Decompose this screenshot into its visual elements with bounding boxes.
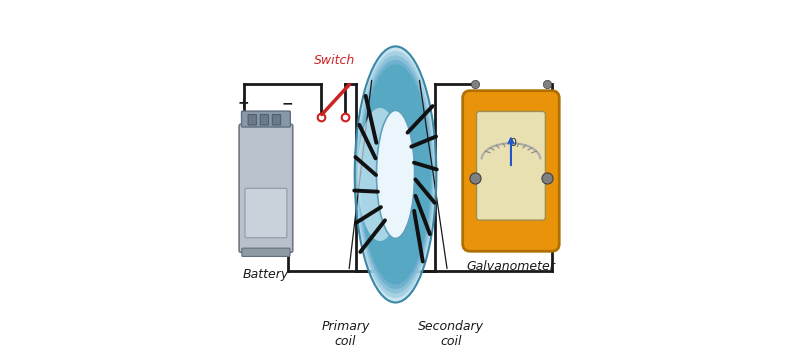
FancyBboxPatch shape [245, 189, 286, 238]
Text: Battery: Battery [243, 268, 289, 281]
FancyBboxPatch shape [272, 115, 281, 125]
FancyBboxPatch shape [248, 115, 257, 125]
Text: Galvanometer: Galvanometer [466, 260, 555, 273]
Ellipse shape [359, 60, 432, 289]
Ellipse shape [377, 110, 415, 239]
Text: +: + [238, 97, 249, 110]
Ellipse shape [356, 51, 435, 298]
Ellipse shape [355, 47, 437, 302]
FancyBboxPatch shape [260, 115, 269, 125]
Text: 0: 0 [509, 138, 516, 148]
Text: Secondary
coil: Secondary coil [418, 320, 484, 348]
Ellipse shape [358, 55, 433, 294]
Text: Switch: Switch [315, 54, 356, 67]
Text: Primary
coil: Primary coil [321, 320, 370, 348]
Ellipse shape [361, 64, 431, 285]
FancyBboxPatch shape [462, 91, 559, 251]
FancyBboxPatch shape [242, 248, 290, 256]
Ellipse shape [358, 108, 403, 241]
Text: −: − [281, 97, 293, 110]
FancyBboxPatch shape [239, 124, 293, 252]
FancyBboxPatch shape [476, 111, 546, 220]
FancyBboxPatch shape [241, 111, 291, 127]
